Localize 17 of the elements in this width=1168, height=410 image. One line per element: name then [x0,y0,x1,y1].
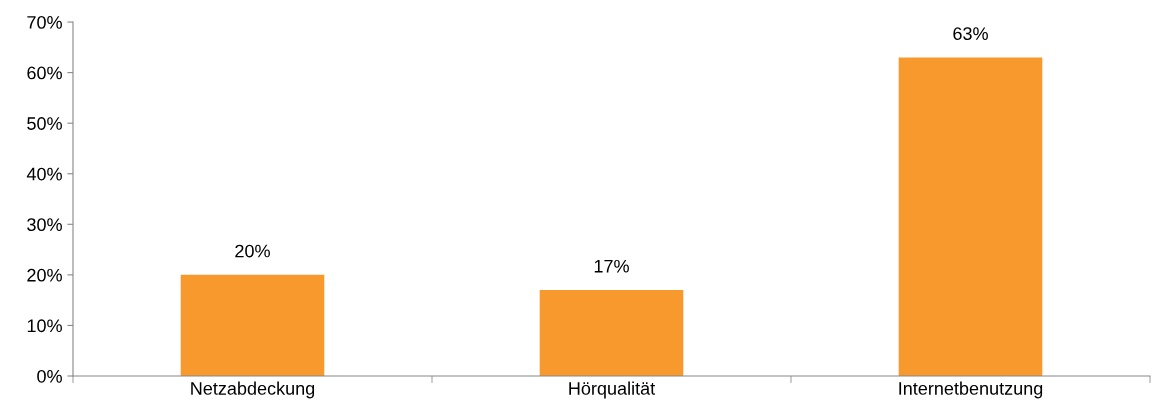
bar [180,274,325,376]
bar [539,290,684,376]
y-tick-label: 70% [27,15,62,29]
y-tick-label: 20% [27,268,62,282]
x-tick-label: Internetbenutzung [899,381,1043,399]
y-tick-label: 0% [37,369,62,383]
data-label: 17% [594,259,629,273]
data-label: 20% [235,244,270,258]
y-tick-label: 10% [27,319,62,333]
data-label: 63% [953,27,988,40]
y-tick-label: 60% [27,66,62,80]
y-tick-label: 40% [26,167,62,181]
y-tick-label: 30% [27,218,62,232]
x-tick-label: Hörqualität [569,381,656,399]
y-tick-label: 50% [27,117,62,130]
bar [898,57,1043,376]
x-tick-label: Netzabdeckung [191,381,315,399]
